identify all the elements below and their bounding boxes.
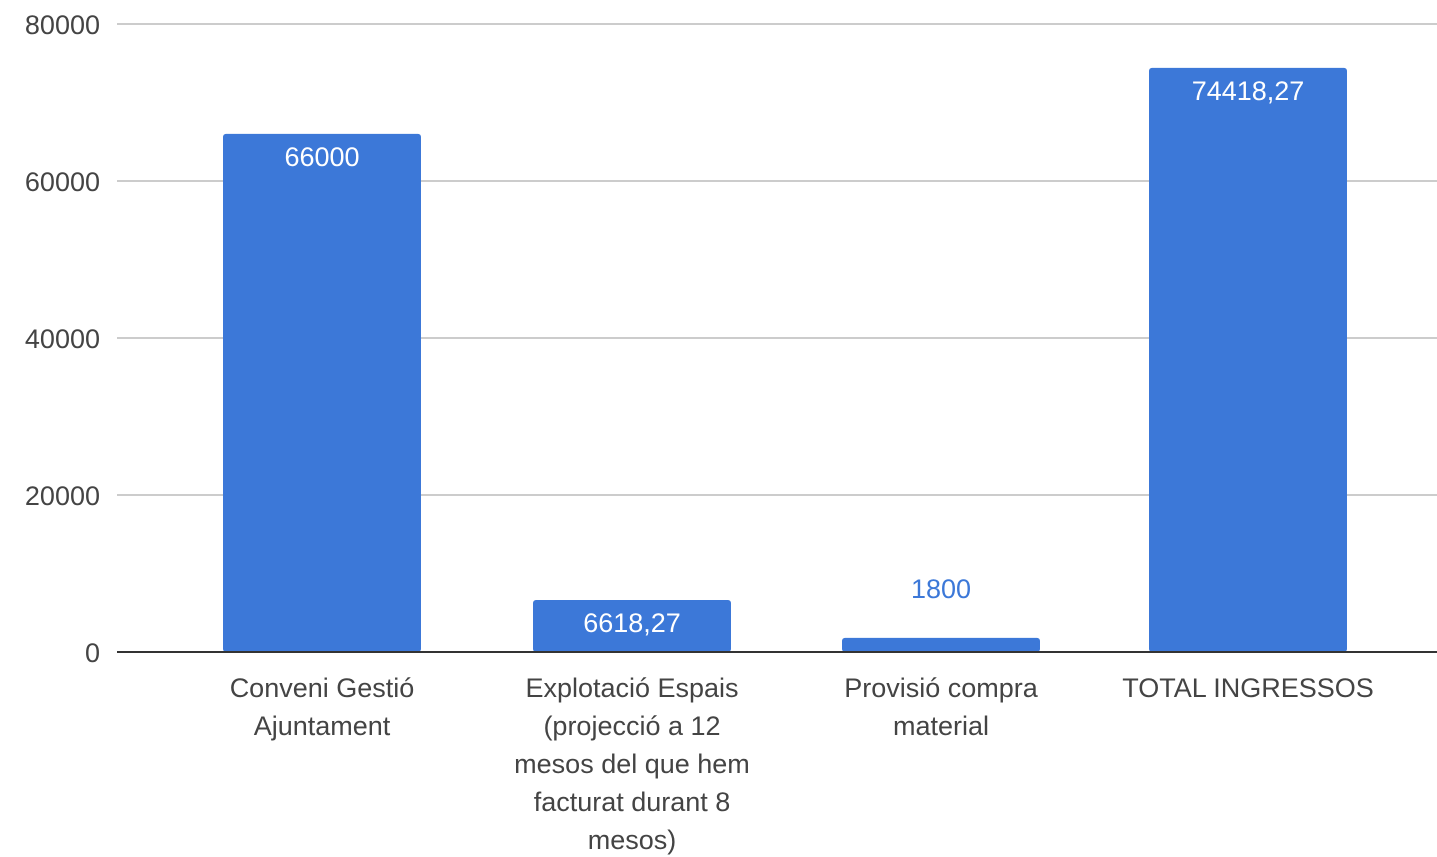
x-axis-category-labels: Conveni Gestió Ajuntament Explotació Espai… xyxy=(230,673,1374,855)
x-tick-label-line: material xyxy=(893,711,989,741)
bar xyxy=(1149,67,1347,652)
x-tick-label-line: (projecció a 12 xyxy=(543,711,720,741)
bar xyxy=(842,637,1040,652)
y-tick-label: 0 xyxy=(85,638,100,668)
x-tick-label-line: Ajuntament xyxy=(254,711,391,741)
x-tick-label: TOTAL INGRESSOS xyxy=(1122,673,1374,703)
bar xyxy=(533,600,731,652)
data-label: 1800 xyxy=(911,574,971,604)
x-tick-label-line: facturat durant 8 xyxy=(534,787,731,817)
x-tick-label-line: TOTAL INGRESSOS xyxy=(1122,673,1374,703)
data-labels: 66000 6618,27 1800 74418,27 xyxy=(284,76,1304,638)
x-tick-label: Conveni Gestió Ajuntament xyxy=(230,673,415,741)
x-tick-label: Provisió compra material xyxy=(844,673,1039,741)
x-tick-label-line: Explotació Espais xyxy=(525,673,738,703)
x-tick-label-line: Provisió compra xyxy=(844,673,1039,703)
x-tick-label-line: mesos) xyxy=(588,825,677,855)
data-label: 74418,27 xyxy=(1192,76,1305,106)
bars xyxy=(223,67,1347,652)
data-label: 6618,27 xyxy=(583,608,681,638)
y-tick-label: 80000 xyxy=(25,10,100,40)
data-label: 66000 xyxy=(284,142,359,172)
y-tick-label: 40000 xyxy=(25,324,100,354)
x-tick-label-line: Conveni Gestió xyxy=(230,673,415,703)
bar xyxy=(223,133,421,652)
y-axis-ticks: 0 20000 40000 60000 80000 xyxy=(25,10,100,668)
x-tick-label-line: mesos del que hem xyxy=(514,749,750,779)
x-tick-label: Explotació Espais (projecció a 12 mesos de… xyxy=(514,673,750,855)
y-tick-label: 60000 xyxy=(25,167,100,197)
y-tick-label: 20000 xyxy=(25,481,100,511)
